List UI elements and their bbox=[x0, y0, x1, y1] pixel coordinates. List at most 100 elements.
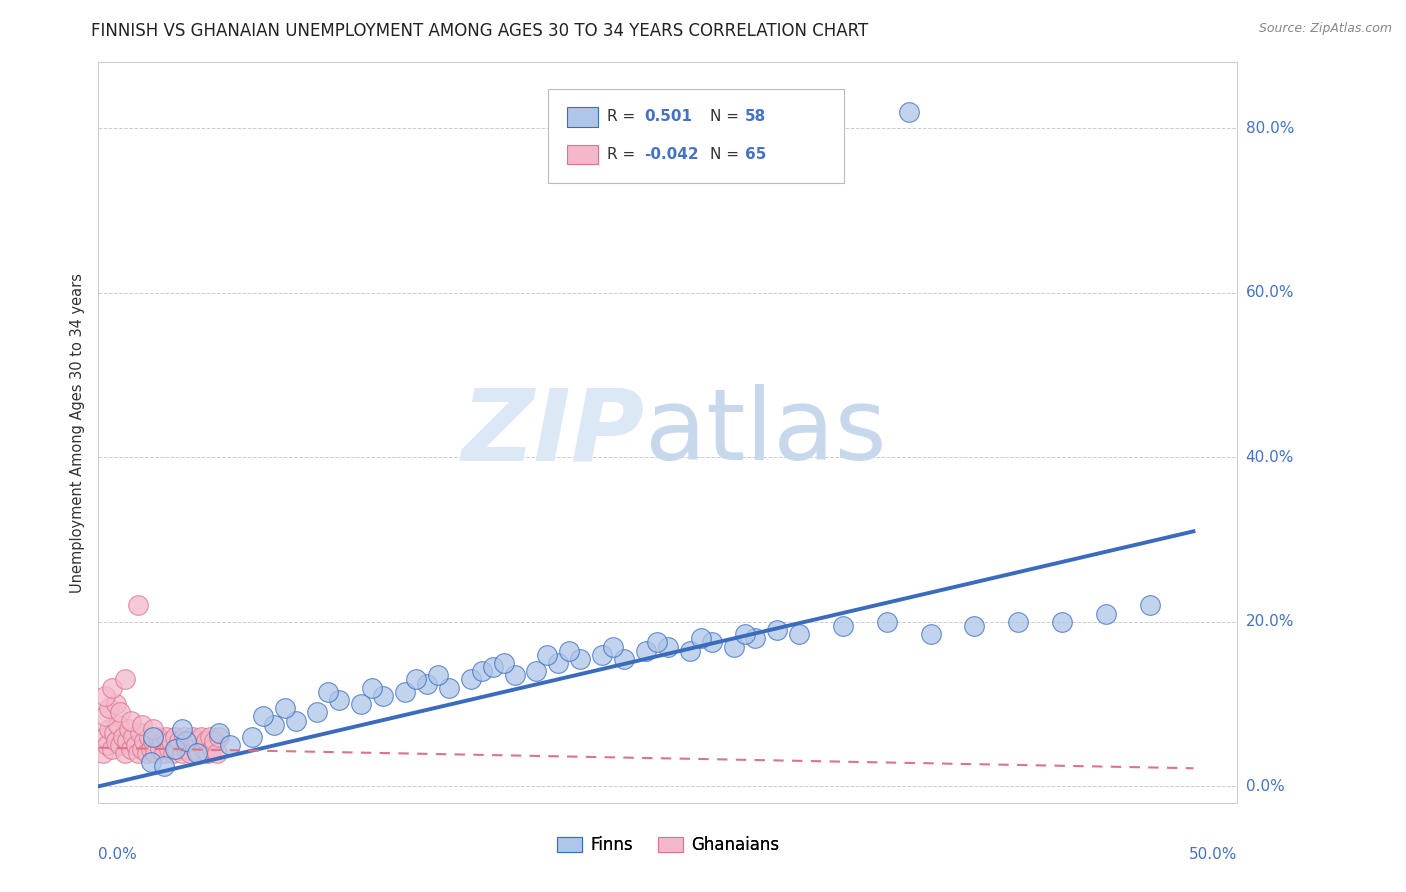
Point bbox=[208, 730, 231, 744]
Point bbox=[155, 730, 177, 744]
Point bbox=[1139, 599, 1161, 613]
Point bbox=[371, 689, 394, 703]
Point bbox=[110, 738, 132, 752]
Point bbox=[114, 747, 136, 761]
Legend: Finns, Ghanaians: Finns, Ghanaians bbox=[550, 830, 786, 861]
Text: 50.0%: 50.0% bbox=[1189, 847, 1237, 863]
Text: N =: N = bbox=[710, 147, 740, 161]
Point bbox=[170, 722, 193, 736]
Point bbox=[111, 730, 134, 744]
Point bbox=[208, 726, 231, 740]
Text: ZIP: ZIP bbox=[463, 384, 645, 481]
Text: R =: R = bbox=[607, 110, 636, 124]
Point bbox=[146, 730, 169, 744]
Point bbox=[897, 104, 920, 119]
Point bbox=[100, 742, 122, 756]
Point bbox=[1050, 615, 1073, 629]
Point bbox=[569, 652, 592, 666]
Text: 60.0%: 60.0% bbox=[1246, 285, 1294, 301]
Point bbox=[536, 648, 558, 662]
Point bbox=[114, 673, 136, 687]
Point bbox=[963, 619, 986, 633]
Point bbox=[252, 709, 274, 723]
Point bbox=[98, 722, 121, 736]
Point bbox=[139, 755, 162, 769]
Point bbox=[157, 742, 180, 756]
Point bbox=[107, 717, 129, 731]
Point bbox=[94, 709, 117, 723]
Point bbox=[591, 648, 613, 662]
Point bbox=[634, 643, 657, 657]
Point bbox=[124, 738, 146, 752]
Point bbox=[1007, 615, 1029, 629]
Point bbox=[481, 660, 503, 674]
Point bbox=[115, 734, 138, 748]
Point bbox=[169, 734, 191, 748]
Point bbox=[127, 747, 149, 761]
Point bbox=[503, 668, 526, 682]
Point bbox=[166, 742, 188, 756]
Point bbox=[91, 747, 114, 761]
Point bbox=[471, 664, 494, 678]
Point bbox=[94, 730, 117, 744]
Point bbox=[150, 734, 173, 748]
Point bbox=[120, 742, 142, 756]
Point bbox=[197, 747, 219, 761]
Point bbox=[104, 734, 127, 748]
Point bbox=[492, 656, 515, 670]
Point bbox=[273, 701, 295, 715]
Point bbox=[526, 664, 548, 678]
Point bbox=[198, 730, 221, 744]
Point bbox=[284, 714, 307, 728]
Point bbox=[110, 706, 132, 720]
Text: 0.0%: 0.0% bbox=[98, 847, 138, 863]
Point bbox=[645, 635, 668, 649]
Point bbox=[787, 627, 810, 641]
Point bbox=[103, 726, 125, 740]
Point bbox=[181, 730, 204, 744]
Point bbox=[118, 722, 141, 736]
Point bbox=[142, 734, 165, 748]
Point bbox=[177, 734, 200, 748]
Point bbox=[122, 730, 145, 744]
Point bbox=[142, 730, 165, 744]
Point bbox=[437, 681, 460, 695]
Point bbox=[104, 697, 127, 711]
Point bbox=[307, 706, 329, 720]
Point bbox=[138, 730, 160, 744]
Point bbox=[723, 640, 745, 654]
Point bbox=[174, 734, 197, 748]
Text: 40.0%: 40.0% bbox=[1246, 450, 1294, 465]
Point bbox=[558, 643, 581, 657]
Point bbox=[318, 685, 340, 699]
Point bbox=[876, 615, 898, 629]
Point bbox=[361, 681, 384, 695]
Point bbox=[602, 640, 624, 654]
Point bbox=[416, 676, 439, 690]
Point bbox=[145, 747, 166, 761]
Point bbox=[94, 689, 117, 703]
Text: Source: ZipAtlas.com: Source: ZipAtlas.com bbox=[1258, 22, 1392, 36]
Point bbox=[190, 730, 212, 744]
Point bbox=[131, 742, 153, 756]
Point bbox=[188, 747, 211, 761]
Point bbox=[405, 673, 427, 687]
Point bbox=[744, 632, 766, 646]
Point bbox=[205, 747, 228, 761]
Point bbox=[153, 747, 176, 761]
Text: 58: 58 bbox=[745, 110, 766, 124]
Point bbox=[426, 668, 449, 682]
Text: 65: 65 bbox=[745, 147, 766, 161]
Point bbox=[734, 627, 756, 641]
Point bbox=[186, 747, 208, 761]
Point bbox=[129, 726, 152, 740]
Text: R =: R = bbox=[607, 147, 636, 161]
Text: atlas: atlas bbox=[645, 384, 887, 481]
Point bbox=[460, 673, 482, 687]
Text: 0.0%: 0.0% bbox=[1246, 779, 1284, 794]
Text: FINNISH VS GHANAIAN UNEMPLOYMENT AMONG AGES 30 TO 34 YEARS CORRELATION CHART: FINNISH VS GHANAIAN UNEMPLOYMENT AMONG A… bbox=[91, 22, 869, 40]
Point bbox=[350, 697, 373, 711]
Point bbox=[832, 619, 855, 633]
Point bbox=[149, 742, 172, 756]
Point bbox=[194, 734, 217, 748]
